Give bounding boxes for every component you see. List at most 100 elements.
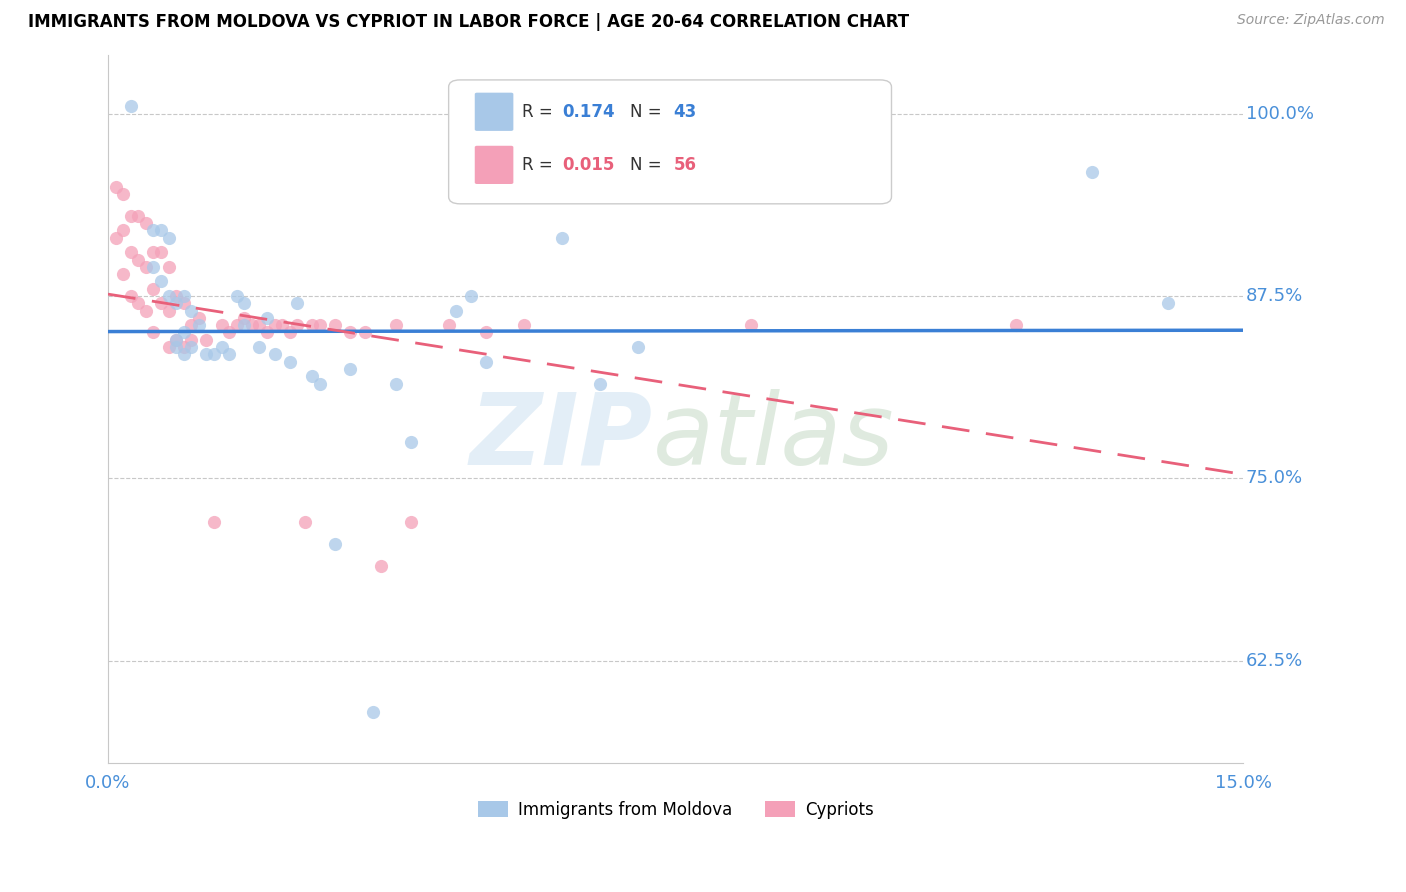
Point	[112, 267, 135, 281]
Point	[165, 333, 187, 347]
Point	[135, 303, 157, 318]
Point	[149, 296, 172, 310]
Point	[202, 516, 225, 530]
Point	[211, 340, 233, 354]
Point	[165, 289, 187, 303]
Point	[437, 318, 460, 333]
Point	[513, 318, 536, 333]
Point	[157, 289, 180, 303]
Text: 0.015: 0.015	[562, 156, 614, 174]
Point	[195, 347, 218, 361]
Point	[180, 303, 202, 318]
Point	[127, 209, 149, 223]
Point	[399, 516, 422, 530]
Point	[285, 296, 308, 310]
Point	[120, 209, 142, 223]
Point	[370, 559, 392, 574]
Text: atlas: atlas	[652, 389, 894, 486]
Point	[271, 318, 294, 333]
Point	[263, 318, 285, 333]
Point	[323, 537, 346, 551]
Point	[309, 318, 332, 333]
Point	[180, 318, 202, 333]
Point	[218, 347, 240, 361]
Point	[475, 354, 498, 368]
Point	[240, 318, 263, 333]
Point	[173, 289, 195, 303]
Point	[187, 318, 209, 333]
Point	[589, 376, 612, 391]
Point	[104, 230, 127, 244]
Text: IMMIGRANTS FROM MOLDOVA VS CYPRIOT IN LABOR FORCE | AGE 20-64 CORRELATION CHART: IMMIGRANTS FROM MOLDOVA VS CYPRIOT IN LA…	[28, 13, 910, 31]
Point	[460, 289, 482, 303]
Point	[149, 274, 172, 288]
Point	[218, 326, 240, 340]
Point	[384, 318, 406, 333]
Point	[180, 340, 202, 354]
Text: ZIP: ZIP	[470, 389, 652, 486]
Point	[127, 296, 149, 310]
Point	[165, 296, 187, 310]
Point	[247, 318, 270, 333]
Point	[195, 333, 218, 347]
Point	[256, 326, 278, 340]
Point	[444, 303, 467, 318]
Text: R =: R =	[523, 103, 558, 120]
Text: 75.0%: 75.0%	[1246, 469, 1303, 487]
Point	[142, 282, 165, 296]
Point	[475, 326, 498, 340]
Point	[202, 347, 225, 361]
Text: 87.5%: 87.5%	[1246, 287, 1303, 305]
Legend: Immigrants from Moldova, Cypriots: Immigrants from Moldova, Cypriots	[471, 794, 880, 826]
Point	[285, 318, 308, 333]
Point	[135, 216, 157, 230]
Text: N =: N =	[630, 103, 668, 120]
Point	[157, 260, 180, 274]
Point	[173, 296, 195, 310]
Point	[294, 516, 316, 530]
Point	[263, 347, 285, 361]
Point	[120, 99, 142, 113]
Point	[1081, 165, 1104, 179]
Point	[135, 260, 157, 274]
Point	[180, 333, 202, 347]
Point	[211, 318, 233, 333]
Point	[225, 289, 247, 303]
Point	[278, 326, 301, 340]
FancyBboxPatch shape	[449, 80, 891, 203]
Text: 0.174: 0.174	[562, 103, 614, 120]
Point	[173, 347, 195, 361]
Point	[157, 303, 180, 318]
Point	[187, 310, 209, 325]
Text: N =: N =	[630, 156, 668, 174]
Point	[339, 362, 361, 376]
Point	[225, 318, 247, 333]
Point	[247, 340, 270, 354]
Point	[256, 310, 278, 325]
Point	[361, 705, 384, 719]
Point	[142, 326, 165, 340]
Point	[301, 369, 323, 384]
Point	[233, 296, 256, 310]
Text: 100.0%: 100.0%	[1246, 104, 1313, 122]
Point	[354, 326, 377, 340]
Point	[309, 376, 332, 391]
Text: Source: ZipAtlas.com: Source: ZipAtlas.com	[1237, 13, 1385, 28]
Point	[301, 318, 323, 333]
Point	[233, 318, 256, 333]
Point	[142, 245, 165, 260]
Point	[233, 310, 256, 325]
FancyBboxPatch shape	[475, 145, 513, 184]
Point	[740, 318, 762, 333]
Text: 43: 43	[673, 103, 697, 120]
Point	[112, 223, 135, 237]
Point	[120, 289, 142, 303]
Point	[157, 230, 180, 244]
Point	[173, 326, 195, 340]
Point	[339, 326, 361, 340]
Text: 62.5%: 62.5%	[1246, 652, 1303, 670]
Point	[627, 340, 650, 354]
Point	[142, 260, 165, 274]
Point	[149, 245, 172, 260]
Point	[104, 179, 127, 194]
